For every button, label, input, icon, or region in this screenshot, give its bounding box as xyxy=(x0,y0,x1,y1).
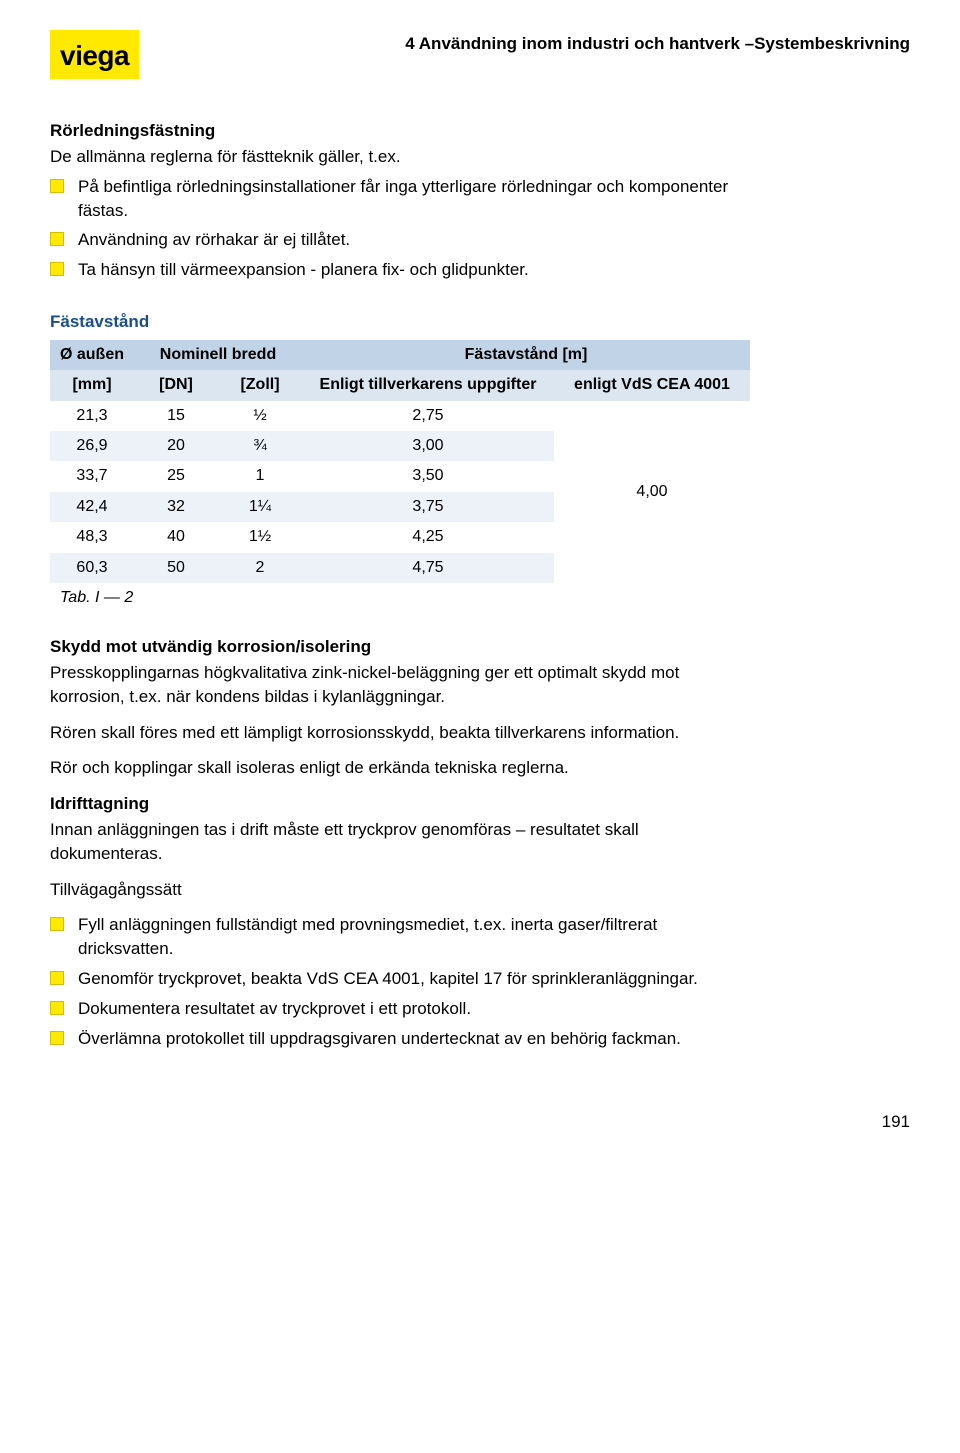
th-nominell: Nominell bredd xyxy=(134,340,302,370)
breadcrumb: 4 Användning inom industri och hantverk … xyxy=(159,30,910,56)
table-header-row-0: Ø außen Nominell bredd Fästavstånd [m] xyxy=(50,340,750,370)
cell-manu: 4,75 xyxy=(302,553,554,583)
cell-mm: 21,3 xyxy=(50,401,134,431)
section3-p2: Tillvägagångssätt xyxy=(50,878,750,902)
cell-manu: 3,50 xyxy=(302,461,554,491)
th-aussen: Ø außen xyxy=(50,340,134,370)
section1-intro: De allmänna reglerna för fästteknik gäll… xyxy=(50,145,750,169)
page-number: 191 xyxy=(50,1110,910,1134)
section2-heading: Skydd mot utvändig korrosion/isolering xyxy=(50,635,750,659)
cell-zoll: 2 xyxy=(218,553,302,583)
cell-zoll: ½ xyxy=(218,401,302,431)
th-manu: Enligt tillverkarens uppgifter xyxy=(302,370,554,400)
cell-mm: 60,3 xyxy=(50,553,134,583)
cell-zoll: 1 xyxy=(218,461,302,491)
section3-p1: Innan anläggningen tas i drift måste ett… xyxy=(50,818,750,866)
table-caption: Tab. I — 2 xyxy=(50,587,750,609)
section1-heading: Rörledningsfästning xyxy=(50,119,750,143)
table-title: Fästavstånd xyxy=(50,310,750,334)
section2-p1: Presskopplingarnas högkvalitativa zink-n… xyxy=(50,661,750,709)
cell-manu: 2,75 xyxy=(302,401,554,431)
cell-mm: 42,4 xyxy=(50,492,134,522)
fastavstand-table: Ø außen Nominell bredd Fästavstånd [m] [… xyxy=(50,340,750,583)
th-mm: [mm] xyxy=(50,370,134,400)
cell-dn: 40 xyxy=(134,522,218,552)
list-item: Dokumentera resultatet av tryckprovet i … xyxy=(50,997,750,1021)
list-item: Genomför tryckprovet, beakta VdS CEA 400… xyxy=(50,967,750,991)
cell-dn: 15 xyxy=(134,401,218,431)
cell-dn: 25 xyxy=(134,461,218,491)
cell-mm: 33,7 xyxy=(50,461,134,491)
section2-p3: Rör och kopplingar skall isoleras enligt… xyxy=(50,756,750,780)
cell-zoll: 1¼ xyxy=(218,492,302,522)
list-item: På befintliga rörledningsinstallationer … xyxy=(50,175,750,223)
cell-dn: 20 xyxy=(134,431,218,461)
cell-mm: 26,9 xyxy=(50,431,134,461)
list-item: Överlämna protokollet till uppdragsgivar… xyxy=(50,1027,750,1051)
cell-vds-merged: 4,00 xyxy=(554,401,750,583)
th-fastavstand: Fästavstånd [m] xyxy=(302,340,750,370)
section1-list: På befintliga rörledningsinstallationer … xyxy=(50,175,750,282)
cell-dn: 50 xyxy=(134,553,218,583)
list-item: Fyll anläggningen fullständigt med provn… xyxy=(50,913,750,961)
logo-text: viega xyxy=(60,40,129,71)
logo: viega xyxy=(50,30,139,79)
th-vds: enligt VdS CEA 4001 xyxy=(554,370,750,400)
list-item: Ta hänsyn till värmeexpansion - planera … xyxy=(50,258,750,282)
header-row: viega 4 Användning inom industri och han… xyxy=(50,30,910,79)
table-row: 21,3 15 ½ 2,75 4,00 xyxy=(50,401,750,431)
table-header-row-1: [mm] [DN] [Zoll] Enligt tillverkarens up… xyxy=(50,370,750,400)
section3-list: Fyll anläggningen fullständigt med provn… xyxy=(50,913,750,1050)
cell-mm: 48,3 xyxy=(50,522,134,552)
cell-zoll: ¾ xyxy=(218,431,302,461)
cell-manu: 3,00 xyxy=(302,431,554,461)
th-dn: [DN] xyxy=(134,370,218,400)
list-item: Användning av rörhakar är ej tillåtet. xyxy=(50,228,750,252)
th-zoll: [Zoll] xyxy=(218,370,302,400)
main-content: Rörledningsfästning De allmänna reglerna… xyxy=(50,119,910,1050)
cell-manu: 4,25 xyxy=(302,522,554,552)
cell-manu: 3,75 xyxy=(302,492,554,522)
section2-p2: Rören skall föres med ett lämpligt korro… xyxy=(50,721,750,745)
cell-dn: 32 xyxy=(134,492,218,522)
section3-heading: Idrifttagning xyxy=(50,792,750,816)
cell-zoll: 1½ xyxy=(218,522,302,552)
